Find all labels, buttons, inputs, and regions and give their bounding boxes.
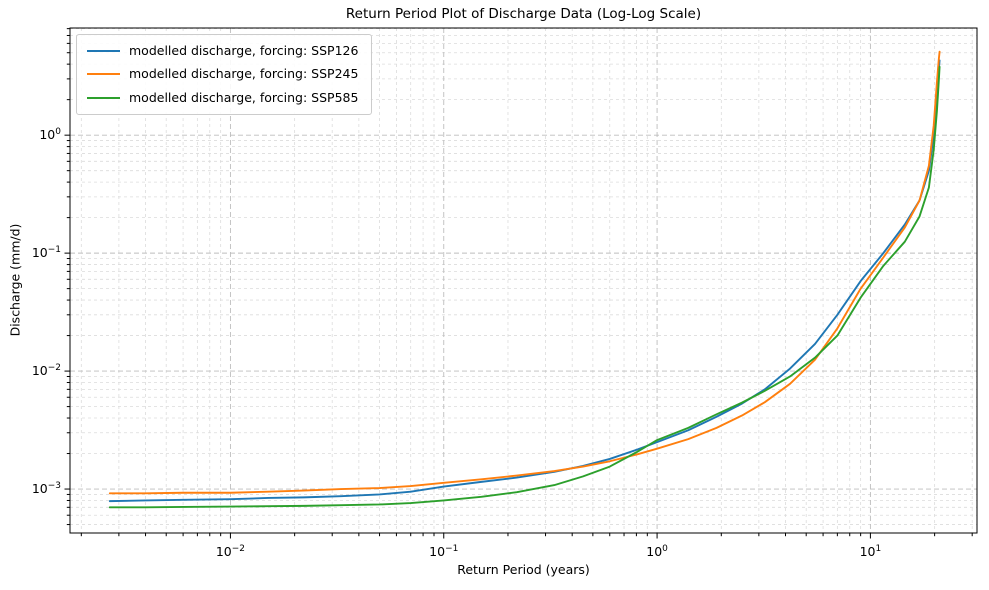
legend-label-ssp245: modelled discharge, forcing: SSP245	[129, 66, 359, 82]
x-tick-label: 10−1	[429, 544, 458, 559]
legend-line-swatch-ssp585	[87, 96, 120, 99]
tick-marks	[64, 28, 973, 539]
legend: modelled discharge, forcing: SSP126 mode…	[76, 34, 373, 115]
y-tick-label: 100	[39, 127, 61, 142]
legend-item-ssp126: modelled discharge, forcing: SSP126	[87, 43, 358, 59]
x-tick-label: 100	[646, 544, 668, 559]
legend-line-swatch-ssp126	[87, 50, 120, 53]
series-line-ssp126	[108, 59, 941, 503]
legend-item-ssp585: modelled discharge, forcing: SSP585	[87, 90, 358, 106]
series-line-ssp585	[108, 65, 941, 509]
legend-label-ssp126: modelled discharge, forcing: SSP126	[129, 43, 359, 58]
legend-item-ssp245: modelled discharge, forcing: SSP245	[87, 66, 358, 82]
y-tick-label: 10−3	[32, 481, 61, 496]
x-tick-label: 101	[860, 544, 882, 559]
x-axis-label: Return Period (years)	[457, 562, 590, 577]
chart-title: Return Period Plot of Discharge Data (Lo…	[345, 6, 702, 22]
legend-line-swatch-ssp245	[87, 73, 120, 76]
legend-label-ssp585: modelled discharge, forcing: SSP585	[129, 89, 359, 105]
y-axis-label: Discharge (mm/d)	[7, 223, 23, 337]
axes-border	[69, 27, 978, 534]
y-tick-label: 10−1	[32, 245, 61, 260]
series-line-ssp245	[108, 50, 941, 495]
series-lines	[108, 50, 941, 509]
y-tick-label: 10−2	[32, 363, 61, 378]
x-tick-label: 10−2	[216, 544, 245, 559]
